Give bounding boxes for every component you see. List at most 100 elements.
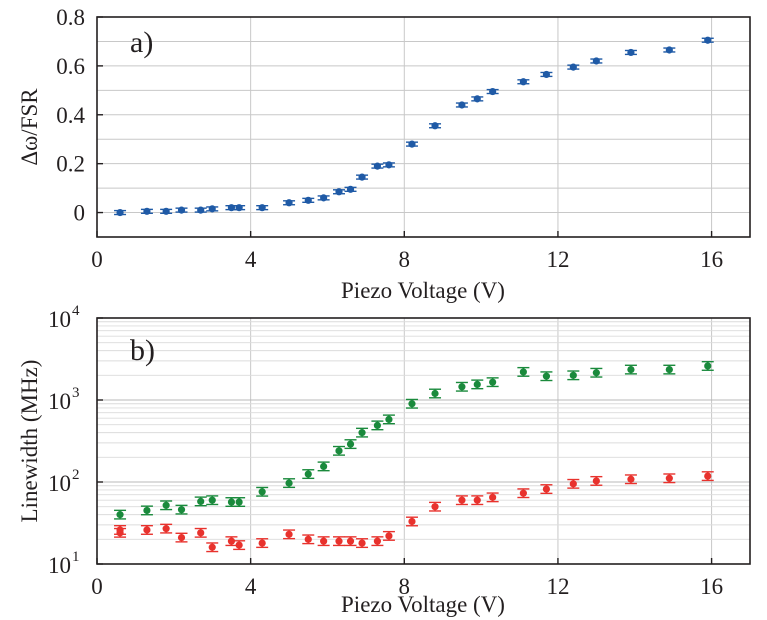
panel-b-series-0-point: [663, 364, 676, 375]
panel-a-series-0-point: [382, 161, 395, 169]
panel-b-ytick-exponent: 2: [72, 467, 80, 483]
panel-b-series-0-point: [283, 478, 296, 489]
panel-a-ytick-label: 0: [74, 201, 86, 226]
panel-b-ytick-exponent: 1: [72, 549, 80, 565]
panel-b-series-1-point: [471, 495, 484, 506]
panel-b-ytick-label: 10: [48, 307, 71, 332]
panel-b-ytick-label: 10: [48, 389, 71, 414]
panel-b-frame: [96, 317, 751, 565]
panel-b-series-1-point: [225, 536, 238, 547]
panel-a-series-0-point: [194, 206, 207, 214]
panel-b-series-1-point: [256, 538, 269, 549]
panel-a-series-0-point: [567, 63, 580, 71]
panel-b-series-0-point: [194, 496, 207, 507]
panel-a-series-0-point: [590, 57, 603, 65]
panel-a-series-0-point: [624, 48, 637, 57]
panel-b-series-0-point: [624, 364, 637, 375]
panel-b-series-1-point: [517, 488, 530, 499]
panel-b-series-0-point: [302, 469, 315, 480]
panel-a-series-0-point: [317, 194, 330, 202]
panel-b-series-1-point: [140, 524, 153, 535]
panel-b-series-1-point: [233, 540, 246, 551]
panel-a-series-0-point: [114, 208, 127, 217]
panel-a-marks: [114, 36, 714, 217]
panel-a-ytick-label: 0.8: [56, 5, 85, 30]
panel-b-series-0-point: [540, 371, 553, 382]
panel-a-series-0-point: [206, 205, 219, 213]
panel-b-series-1-point: [486, 492, 499, 503]
panel-b-ylabel: Linewidth (MHz): [17, 360, 42, 523]
panel-b-series-0-point: [382, 414, 395, 425]
panel-b-xtick-label: 8: [399, 574, 411, 599]
panel-b-series-1-point: [382, 530, 395, 541]
panel-a-xtick-label: 12: [546, 247, 569, 272]
panel-b-series-0-point: [471, 379, 484, 390]
panel-a-ticks: 0 4 8 12 16 0 0.2 0.4 0.6 0.8: [56, 5, 723, 272]
panel-a-series-0-point: [160, 207, 173, 215]
panel-a-series-0-point: [140, 207, 153, 215]
panel-a-series-0-point: [663, 46, 676, 54]
panel-b-series-1-point: [332, 536, 345, 547]
panel-b-series-1-point: [160, 523, 173, 534]
panel-b-series-1-point: [455, 495, 468, 506]
panel-a-series-0-point: [471, 95, 484, 103]
panel-a: 0 4 8 12 16 0 0.2 0.4 0.6 0.8 a) Piezo Voltage (V…: [17, 5, 751, 303]
panel-b-series-0-point: [567, 370, 580, 381]
panel-a-series-0-point: [356, 173, 369, 181]
panel-b-series-0-point: [701, 360, 714, 371]
panel-b-series-0-point: [486, 377, 499, 388]
panel-a-series-0-point: [371, 162, 384, 170]
panel-b-grid: [97, 317, 750, 565]
panel-a-series-0-point: [517, 78, 530, 86]
panel-b-series-0-point: [405, 398, 418, 409]
panel-b-series-0-point: [160, 500, 173, 511]
panel-a-xtick-label: 16: [700, 247, 723, 272]
panel-b-series-1-point: [206, 542, 219, 553]
panel-b-series-0-point: [429, 388, 442, 399]
panel-a-xtick-label: 0: [91, 247, 103, 272]
panel-b-series-0-point: [332, 445, 345, 456]
panel-a-series-0-point: [344, 185, 357, 193]
panel-b-series-1-point: [302, 534, 315, 545]
panel-b-ytick-exponent: 4: [72, 303, 80, 319]
panel-b-ytick-exponent: 3: [72, 385, 80, 401]
panel-b-series-0-point: [455, 381, 468, 392]
panel-b-series-0-point: [356, 427, 369, 438]
panel-b-marks: [114, 360, 714, 553]
panel-a-series-0-point: [256, 204, 269, 212]
panel-a-xtick-label: 4: [245, 247, 257, 272]
panel-a-series-0-point: [175, 206, 188, 214]
panel-a-series-0-point: [455, 101, 468, 109]
panel-a-ytick-label: 0.2: [56, 152, 85, 177]
panel-a-series-0-point: [233, 204, 246, 212]
panel-b-xtick-label: 4: [245, 574, 257, 599]
panel-b-series-1-point: [590, 475, 603, 486]
panel-a-series-0-point: [283, 199, 296, 207]
panel-a-frame: [96, 16, 751, 238]
panel-b-series-1-point: [540, 484, 553, 495]
panel-b-label: b): [130, 334, 155, 367]
panel-b-series-0-point: [590, 367, 603, 378]
panel-b-xlabel: Piezo Voltage (V): [341, 592, 505, 617]
panel-a-grid: [97, 16, 750, 238]
panel-b-xtick-label: 16: [700, 574, 723, 599]
panel-a-series-0-point: [332, 188, 345, 196]
panel-b-series-0-point: [371, 420, 384, 431]
panel-a-series-0-point: [540, 70, 553, 79]
panel-a-xtick-label: 8: [399, 247, 411, 272]
panel-a-ytick-label: 0.6: [56, 54, 85, 79]
panel-a-label: a): [130, 26, 153, 59]
panel-b-xtick-label: 12: [546, 574, 569, 599]
panel-a-series-0-point: [302, 196, 315, 204]
panel-a-series-0-point: [701, 36, 714, 44]
panel-b-ytick-label: 10: [48, 553, 71, 578]
panel-a-xlabel: Piezo Voltage (V): [341, 278, 505, 303]
panel-b-series-0-point: [114, 509, 127, 520]
panel-b-series-0-point: [233, 497, 246, 508]
panel-b-series-1-point: [175, 532, 188, 543]
panel-b-series-1-point: [371, 536, 384, 547]
panel-b-series-0-point: [140, 505, 153, 516]
panel-b-series-1-point: [283, 529, 296, 540]
panel-b-series-0-point: [256, 486, 269, 497]
